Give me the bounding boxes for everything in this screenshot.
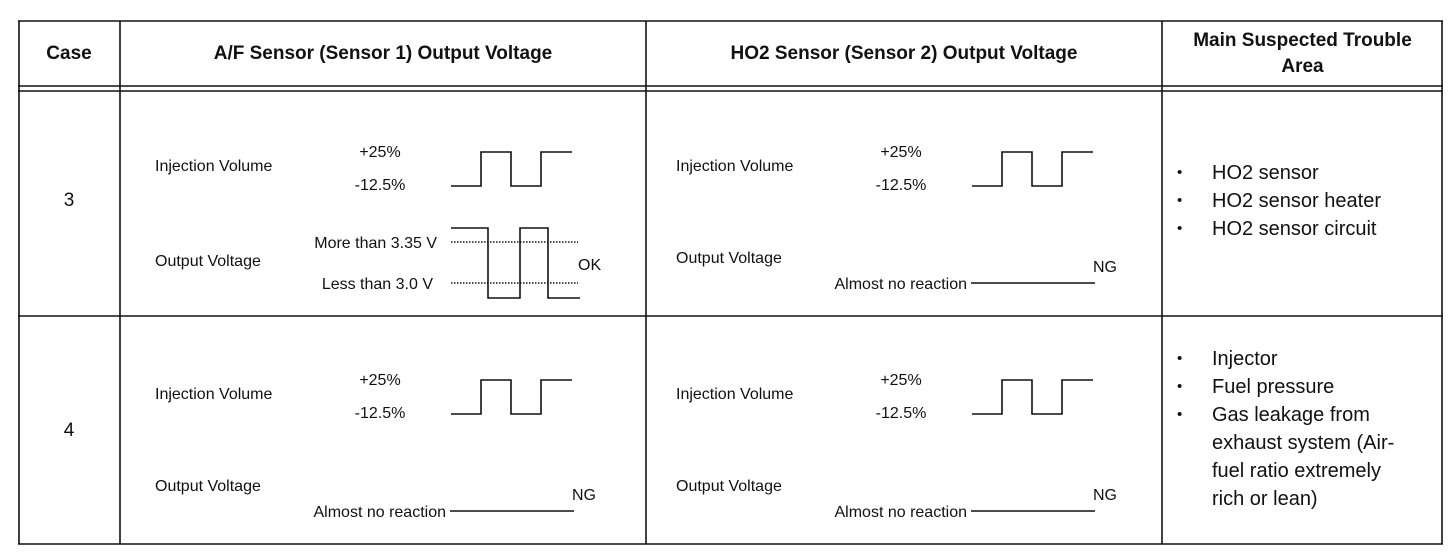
injection-label: Injection Volume bbox=[676, 386, 794, 403]
case-number: 3 bbox=[64, 190, 75, 211]
output-label: Output Voltage bbox=[155, 478, 261, 495]
output-label: Output Voltage bbox=[676, 250, 782, 267]
header-af-sensor: A/F Sensor (Sensor 1) Output Voltage bbox=[214, 43, 553, 64]
header-case: Case bbox=[46, 43, 91, 64]
injection-wave bbox=[451, 379, 572, 415]
high-label: +25% bbox=[880, 144, 921, 161]
af-diagram: Injection Volume +25% -12.5% Output Volt… bbox=[155, 372, 596, 521]
lower-threshold: Less than 3.0 V bbox=[322, 276, 434, 293]
output-wave bbox=[451, 227, 580, 299]
low-label: -12.5% bbox=[876, 177, 927, 194]
trouble-item: Fuel pressure bbox=[1174, 373, 1412, 401]
upper-threshold: More than 3.35 V bbox=[314, 235, 437, 252]
trouble-item: HO2 sensor bbox=[1174, 159, 1412, 187]
table-grid bbox=[18, 20, 1443, 545]
result: NG bbox=[1093, 487, 1117, 504]
note: Almost no reaction bbox=[834, 276, 967, 293]
trouble-list: Injector Fuel pressure Gas leakage from … bbox=[1174, 345, 1412, 513]
ho2-diagram: Injection Volume +25% -12.5% Output Volt… bbox=[676, 372, 1117, 521]
trouble-item: Gas leakage from exhaust system (Air-fue… bbox=[1174, 401, 1412, 513]
high-label: +25% bbox=[359, 144, 400, 161]
header-trouble-area: Main Suspected Trouble Area bbox=[1193, 30, 1412, 77]
injection-wave bbox=[972, 151, 1093, 187]
low-label: -12.5% bbox=[876, 405, 927, 422]
note: Almost no reaction bbox=[313, 504, 446, 521]
high-label: +25% bbox=[880, 372, 921, 389]
output-label: Output Voltage bbox=[676, 478, 782, 495]
injection-label: Injection Volume bbox=[676, 158, 794, 175]
trouble-item: HO2 sensor circuit bbox=[1174, 215, 1412, 243]
result: OK bbox=[578, 257, 601, 274]
trouble-item: Injector bbox=[1174, 345, 1412, 373]
case-number: 4 bbox=[64, 420, 75, 441]
injection-wave bbox=[451, 151, 572, 187]
output-label: Output Voltage bbox=[155, 253, 261, 270]
af-diagram: Injection Volume +25% -12.5% Output Volt… bbox=[155, 144, 601, 299]
ho2-diagram: Injection Volume +25% -12.5% Output Volt… bbox=[676, 144, 1117, 293]
trouble-list: HO2 sensor HO2 sensor heater HO2 sensor … bbox=[1174, 159, 1412, 243]
result: NG bbox=[572, 487, 596, 504]
injection-wave bbox=[972, 379, 1093, 415]
result: NG bbox=[1093, 259, 1117, 276]
note: Almost no reaction bbox=[834, 504, 967, 521]
injection-label: Injection Volume bbox=[155, 386, 273, 403]
high-label: +25% bbox=[359, 372, 400, 389]
low-label: -12.5% bbox=[355, 177, 406, 194]
low-label: -12.5% bbox=[355, 405, 406, 422]
injection-label: Injection Volume bbox=[155, 158, 273, 175]
header-ho2-sensor: HO2 Sensor (Sensor 2) Output Voltage bbox=[731, 43, 1078, 64]
trouble-item: HO2 sensor heater bbox=[1174, 187, 1412, 215]
